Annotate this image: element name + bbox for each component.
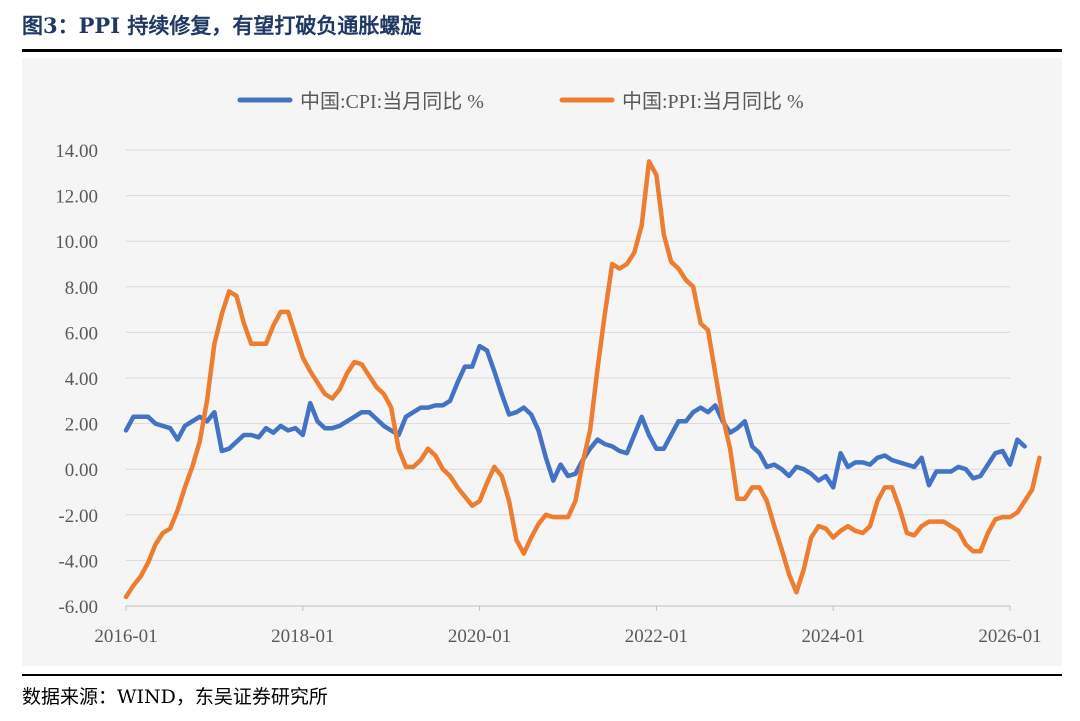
y-axis-ticks: -6.00 -4.00 -2.00 0.00 2.00 4.00 6.00 8.00 10.00…: [55, 141, 98, 618]
y-tick-label: 0.00: [65, 460, 98, 481]
y-tick-label: -2.00: [58, 506, 98, 527]
legend: 中国:CPI:当月同比 % 中国:PPI:当月同比 %: [237, 90, 804, 113]
x-tick-label: 2024-01: [802, 626, 865, 647]
title-divider: [22, 49, 1062, 52]
x-tick-label: 2018-01: [271, 626, 334, 647]
gridlines: [126, 149, 1010, 607]
y-tick-label: 6.00: [65, 323, 98, 344]
ppi-series-line: [123, 159, 1042, 600]
y-tick-label: 2.00: [65, 415, 98, 436]
y-tick-label: -4.00: [58, 551, 98, 572]
x-tick-label: 2026-01: [978, 626, 1041, 647]
source-note: 数据来源：WIND，东吴证券研究所: [22, 686, 328, 708]
x-tick-label: 2022-01: [625, 626, 688, 647]
legend-ppi-label: 中国:PPI:当月同比 %: [622, 90, 804, 113]
y-tick-label: 12.00: [55, 187, 98, 208]
page-title: 图3：PPI 持续修复，有望打破负通胀螺旋: [22, 13, 422, 38]
y-tick-label: 10.00: [55, 232, 98, 253]
y-tick-label: -6.00: [58, 597, 98, 618]
series-lines: [123, 159, 1042, 600]
y-tick-label: 14.00: [55, 141, 98, 162]
y-tick-label: 8.00: [65, 278, 98, 299]
legend-cpi-label: 中国:CPI:当月同比 %: [300, 90, 484, 113]
y-tick-label: 4.00: [65, 369, 98, 390]
x-tick-label: 2020-01: [448, 626, 511, 647]
source-divider: [22, 674, 1062, 676]
cpi-series-line: [123, 343, 1027, 490]
x-tick-label: 2016-01: [94, 626, 157, 647]
chart-area: [22, 58, 1062, 666]
x-axis-ticks: 2016-01 2018-01 2020-01 2022-01 2024-01 2026-…: [94, 606, 1042, 647]
